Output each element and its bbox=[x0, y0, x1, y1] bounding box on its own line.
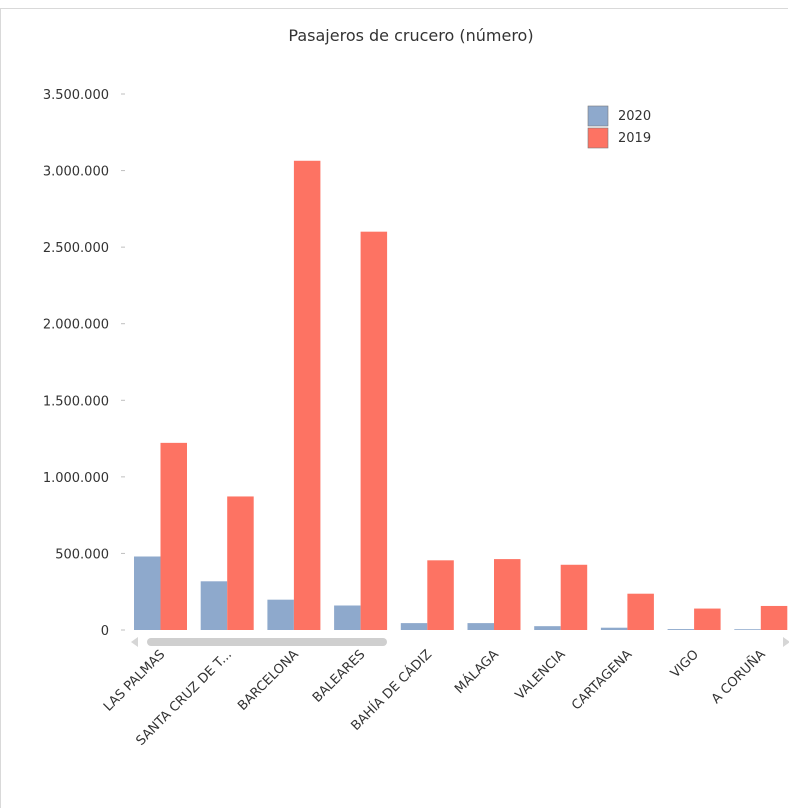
bar-2020-9[interactable] bbox=[734, 629, 761, 630]
y-tick-label: 3.000.000 bbox=[43, 165, 109, 180]
y-tick-label: 1.500.000 bbox=[43, 394, 109, 409]
y-tick-label: 3.500.000 bbox=[43, 88, 109, 103]
scrollbar-thumb[interactable] bbox=[147, 638, 387, 646]
bar-2020-8[interactable] bbox=[667, 629, 695, 630]
bar-chart: Pasajeros de crucero (número) 0 500.000 1.… bbox=[43, 26, 789, 749]
x-category-label: BALEARES bbox=[310, 647, 368, 705]
bars bbox=[134, 160, 788, 631]
legend-label-2019: 2019 bbox=[618, 131, 651, 146]
bar-2019-7[interactable] bbox=[627, 593, 654, 630]
legend-swatch-2019 bbox=[587, 127, 609, 149]
chart-title: Pasajeros de crucero (número) bbox=[288, 26, 533, 45]
bar-2019-8[interactable] bbox=[694, 608, 721, 630]
y-tick-label: 500.000 bbox=[55, 547, 109, 562]
y-tick-label: 0 bbox=[101, 624, 109, 639]
x-category-label: MÁLAGA bbox=[451, 646, 501, 696]
bar-2019-4[interactable] bbox=[427, 560, 454, 630]
bar-2020-7[interactable] bbox=[600, 627, 628, 630]
bar-2019-5[interactable] bbox=[494, 559, 521, 630]
bar-2020-4[interactable] bbox=[400, 623, 428, 630]
legend-swatch-2020 bbox=[587, 105, 609, 127]
x-category-label: VALENCIA bbox=[513, 647, 569, 703]
legend-label-2020: 2020 bbox=[618, 109, 651, 124]
horizontal-scrollbar[interactable] bbox=[131, 637, 789, 647]
bar-2019-0[interactable] bbox=[160, 442, 188, 630]
x-category-label: A CORUÑA bbox=[708, 646, 769, 707]
bar-2020-3[interactable] bbox=[334, 605, 361, 630]
bar-2019-9[interactable] bbox=[760, 605, 788, 630]
scroll-left-arrow-icon[interactable] bbox=[131, 637, 138, 647]
bar-2019-2[interactable] bbox=[293, 160, 321, 631]
y-tick-label: 1.000.000 bbox=[43, 471, 109, 486]
y-axis: 0 500.000 1.000.000 1.500.000 2.000.000 2.500… bbox=[43, 88, 125, 639]
bar-2019-3[interactable] bbox=[360, 231, 388, 631]
y-tick-label: 2.000.000 bbox=[43, 318, 109, 333]
bar-2019-6[interactable] bbox=[560, 564, 588, 630]
bar-2020-1[interactable] bbox=[200, 581, 228, 630]
scroll-right-arrow-icon[interactable] bbox=[783, 637, 789, 647]
bar-2020-6[interactable] bbox=[534, 626, 561, 630]
bar-2020-0[interactable] bbox=[134, 556, 161, 630]
legend: 2020 2019 bbox=[587, 105, 651, 149]
bar-2020-2[interactable] bbox=[267, 599, 294, 630]
x-category-label: CARTAGENA bbox=[569, 647, 635, 713]
y-tick-label: 2.500.000 bbox=[43, 241, 109, 256]
x-category-label: BARCELONA bbox=[235, 647, 302, 714]
bar-2020-5[interactable] bbox=[467, 623, 495, 630]
chart-frame: Pasajeros de crucero (número) 0 500.000 1.… bbox=[0, 8, 789, 808]
x-category-label: VIGO bbox=[668, 647, 702, 681]
bar-2019-1[interactable] bbox=[227, 496, 254, 630]
x-category-label: LAS PALMAS bbox=[101, 647, 168, 714]
